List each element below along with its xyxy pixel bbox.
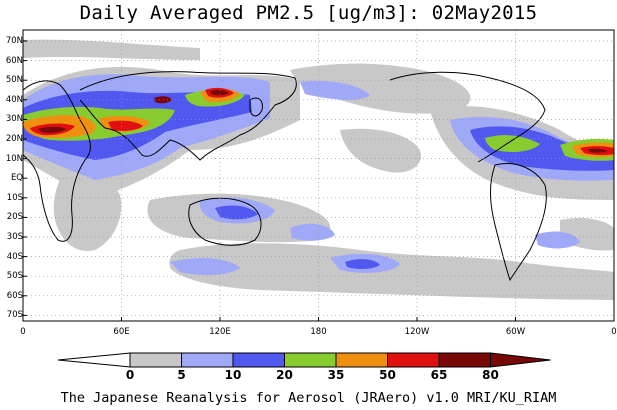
lat-label: 30N	[5, 114, 23, 125]
colorbar-segment-20-35	[284, 352, 337, 368]
colorbar-above-max	[490, 352, 551, 368]
lat-label: 60N	[5, 55, 23, 66]
lat-label: 40N	[5, 94, 23, 105]
colorbar	[57, 352, 551, 368]
colorbar-segment-10-20	[232, 352, 285, 368]
lat-label: 70N	[5, 36, 23, 46]
colorbar-label: 5	[177, 368, 186, 382]
lon-label: 60W	[505, 327, 526, 337]
colorbar-segment-5-10	[181, 352, 234, 368]
colorbar-label: 10	[224, 368, 242, 382]
lon-label: 120W	[404, 327, 430, 337]
colorbar-label: 50	[379, 368, 396, 382]
lon-label: 60E	[113, 327, 130, 337]
colorbar-segment-50-65	[387, 352, 440, 368]
pm25-level-over-80	[38, 89, 608, 153]
colorbar-below-min	[57, 352, 131, 368]
lat-label: 40S	[6, 251, 23, 262]
lat-label: 20S	[6, 212, 23, 223]
lat-label: 10S	[6, 192, 23, 203]
lat-label: 50S	[6, 271, 23, 282]
colorbar-segment-35-50	[335, 352, 388, 368]
credit-line: The Japanese Reanalysis for Aerosol (JRA…	[60, 390, 557, 406]
coastlines	[23, 71, 547, 282]
coast-australia	[188, 197, 262, 246]
coast-africa-europe	[23, 80, 91, 242]
lon-label: 0	[611, 327, 617, 337]
coast-south-america	[490, 163, 547, 282]
colorbar-label: 80	[482, 368, 499, 382]
axis-ticks	[22, 40, 615, 321]
colorbar-label: 65	[430, 368, 448, 382]
lon-label: 180	[310, 327, 327, 337]
colorbar-segment-0-5	[129, 352, 182, 368]
graticule	[23, 30, 614, 321]
colorbar-label: 0	[125, 368, 135, 382]
lat-label: 20N	[5, 134, 23, 144]
colorbar-label: 20	[276, 368, 293, 382]
lon-label: 120E	[209, 327, 231, 337]
lat-label: EQ	[10, 173, 23, 184]
lat-label: 70S	[6, 310, 23, 321]
lat-label: 50N	[5, 75, 23, 86]
coast-asia	[79, 71, 297, 161]
lat-label: 10N	[5, 153, 23, 164]
lat-label: 30S	[6, 232, 23, 242]
coast-north-america	[389, 71, 546, 163]
colorbar-segment-65-80	[438, 352, 491, 368]
colorbar-label: 35	[327, 368, 345, 382]
lon-label: 0	[20, 327, 26, 337]
lat-label: 60S	[6, 290, 23, 301]
map-title: Daily Averaged PM2.5 [ug/m3]: 02May2015	[79, 2, 538, 24]
pm25-field	[23, 39, 614, 300]
coast-japan	[249, 97, 263, 117]
